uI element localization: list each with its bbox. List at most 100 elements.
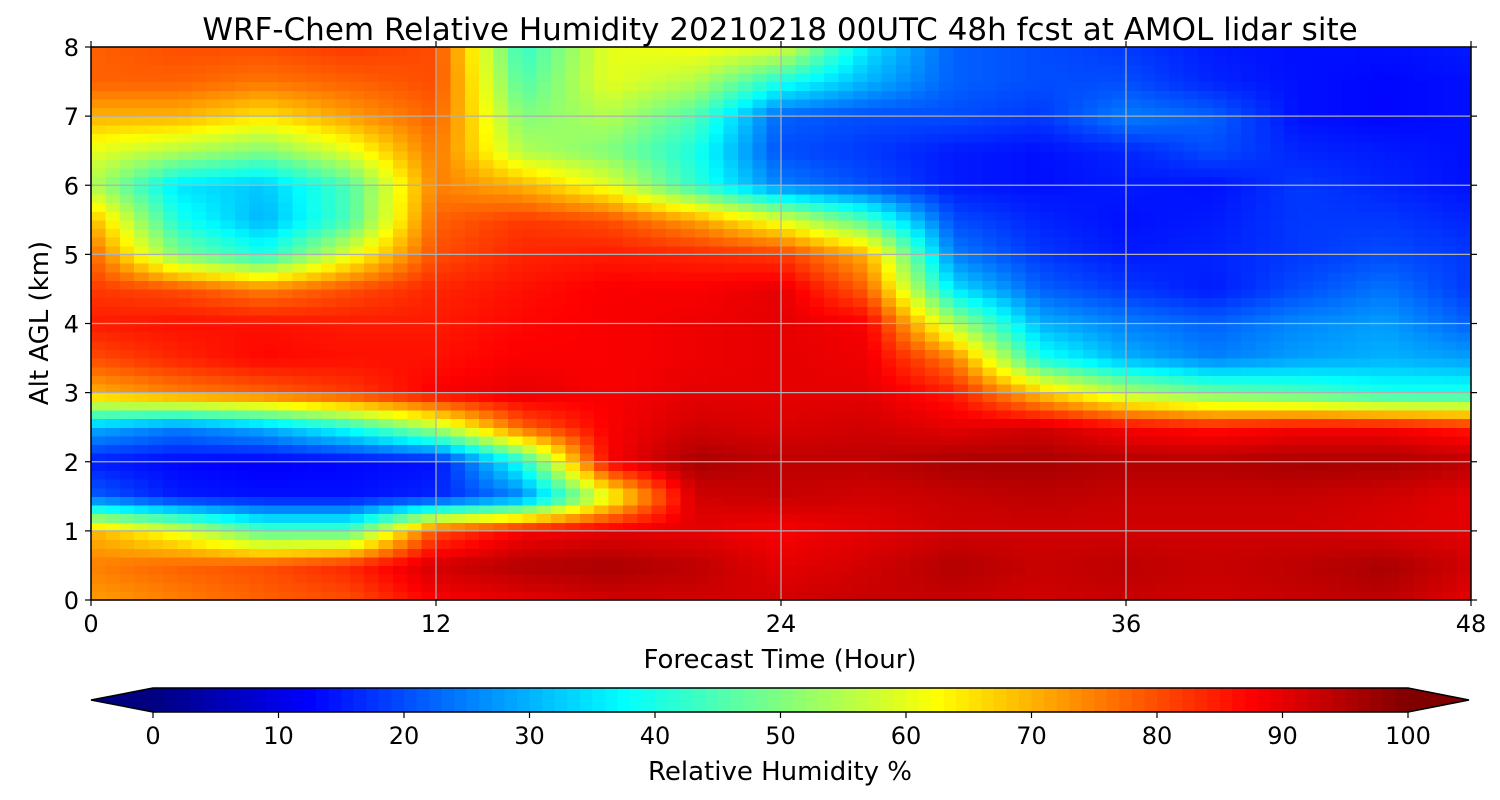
heatmap-cell <box>1097 591 1113 601</box>
heatmap-cell <box>364 539 380 549</box>
heatmap-cell <box>852 574 868 584</box>
heatmap-cell <box>694 228 710 238</box>
heatmap-cell <box>1068 263 1084 273</box>
heatmap-cell <box>996 392 1012 402</box>
heatmap-cell <box>522 349 538 359</box>
heatmap-cell <box>723 539 739 549</box>
heatmap-cell <box>809 556 825 567</box>
heatmap-cell <box>1011 219 1026 230</box>
heatmap-cell <box>594 193 610 204</box>
heatmap-cell <box>852 582 868 592</box>
heatmap-cell <box>1442 219 1458 230</box>
heatmap-cell <box>608 565 624 575</box>
heatmap-cell <box>838 548 854 558</box>
heatmap-cell <box>1370 453 1386 463</box>
heatmap-cell <box>1082 185 1098 195</box>
heatmap-cell <box>206 254 221 264</box>
heatmap-cell <box>1356 340 1371 351</box>
heatmap-cell <box>867 219 883 230</box>
heatmap-cell <box>292 202 308 212</box>
heatmap-cell <box>206 479 221 489</box>
heatmap-cell <box>1082 271 1098 281</box>
heatmap-cell <box>867 401 883 411</box>
heatmap-cell <box>206 539 221 549</box>
heatmap-cell <box>694 496 710 506</box>
heatmap-cell <box>1082 306 1098 316</box>
heatmap-cell <box>551 358 566 368</box>
heatmap-cell <box>335 185 351 195</box>
heatmap-cell <box>1442 582 1458 592</box>
heatmap-cell <box>1269 254 1285 264</box>
heatmap-cell <box>162 470 178 480</box>
heatmap-cell <box>852 219 868 230</box>
heatmap-cell <box>608 409 624 420</box>
heatmap-cell <box>349 582 365 592</box>
heatmap-cell <box>551 349 566 359</box>
heatmap-cell <box>1413 306 1429 316</box>
heatmap-cell <box>1126 539 1141 549</box>
heatmap-cell <box>694 349 710 359</box>
heatmap-cell <box>407 522 423 532</box>
heatmap-cell <box>493 254 509 264</box>
heatmap-cell <box>464 427 480 437</box>
heatmap-cell <box>479 193 495 204</box>
heatmap-cell <box>148 470 164 480</box>
heatmap-cell <box>1126 332 1141 342</box>
heatmap-cell <box>407 530 423 541</box>
heatmap-cell <box>924 332 940 342</box>
heatmap-cell <box>1025 487 1041 497</box>
heatmap-cell <box>1241 211 1256 221</box>
heatmap-cell <box>1241 245 1256 255</box>
heatmap-cell <box>982 461 998 471</box>
heatmap-cell <box>608 228 624 238</box>
heatmap-cell <box>1054 297 1070 307</box>
heatmap-cell <box>450 453 466 463</box>
heatmap-cell <box>852 288 868 299</box>
heatmap-cell <box>1384 167 1400 178</box>
heatmap-cell <box>953 582 969 592</box>
heatmap-cell <box>1456 574 1472 584</box>
heatmap-cell <box>1269 332 1285 342</box>
heatmap-cell <box>910 453 926 463</box>
heatmap-cell <box>249 349 265 359</box>
heatmap-cell <box>594 314 610 325</box>
heatmap-cell <box>1327 297 1343 307</box>
heatmap-cell <box>1054 228 1070 238</box>
heatmap-cell <box>1039 211 1055 221</box>
heatmap-cell <box>1183 323 1199 333</box>
heatmap-cell <box>838 254 854 264</box>
heatmap-cell <box>551 461 566 471</box>
heatmap-cell <box>594 582 610 592</box>
heatmap-cell <box>982 401 998 411</box>
heatmap-cell <box>694 427 710 437</box>
heatmap-cell <box>896 496 911 506</box>
heatmap-cell <box>1255 167 1271 178</box>
heatmap-cell <box>666 574 681 584</box>
heatmap-cell <box>666 332 681 342</box>
heatmap-cell <box>723 288 739 299</box>
heatmap-cell <box>809 392 825 402</box>
heatmap-cell <box>1068 332 1084 342</box>
heatmap-cell <box>450 193 466 204</box>
heatmap-cell <box>1082 375 1098 385</box>
heatmap-cell <box>407 479 423 489</box>
heatmap-cell <box>680 323 696 333</box>
heatmap-cell <box>1241 288 1256 299</box>
heatmap-cell <box>1039 263 1055 273</box>
heatmap-cell <box>1384 470 1400 480</box>
heatmap-cell <box>1140 383 1156 394</box>
heatmap-cell <box>982 193 998 204</box>
heatmap-cell <box>982 504 998 515</box>
heatmap-cell <box>249 522 265 532</box>
heatmap-cell <box>1197 487 1213 497</box>
heatmap-cell <box>335 461 351 471</box>
heatmap-cell <box>1197 392 1213 402</box>
heatmap-cell <box>378 211 394 221</box>
heatmap-cell <box>1197 228 1213 238</box>
heatmap-cell <box>666 366 681 376</box>
heatmap-cell <box>1255 522 1271 532</box>
heatmap-cell <box>234 375 250 385</box>
heatmap-cell <box>335 306 351 316</box>
heatmap-cell <box>1269 565 1285 575</box>
heatmap-cell <box>436 409 451 420</box>
